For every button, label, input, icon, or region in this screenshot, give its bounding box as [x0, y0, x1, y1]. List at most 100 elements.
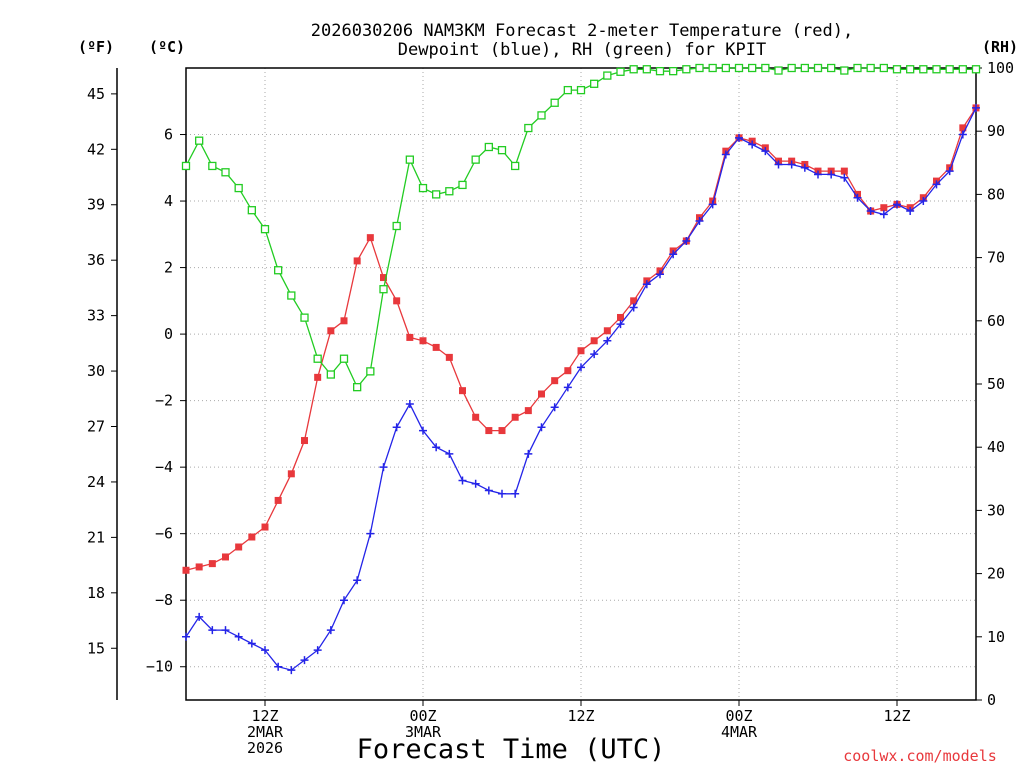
- temperature-point: [577, 347, 585, 355]
- temperature-point: [235, 543, 243, 551]
- temperature-point: [274, 496, 282, 504]
- rh-point: [695, 63, 704, 73]
- temperature-point: [880, 204, 888, 212]
- rh-point: [945, 65, 954, 74]
- dewpoint-point: [274, 662, 283, 671]
- rh-tick-label: 60: [987, 312, 1005, 330]
- rh-point: [405, 155, 414, 164]
- temperature-point: [498, 427, 506, 435]
- dewpoint-point: [893, 200, 901, 209]
- rh-point: [432, 190, 441, 199]
- celsius-tick-label: −2: [155, 392, 173, 410]
- rh-point: [418, 183, 428, 193]
- dewpoint-point: [379, 463, 388, 472]
- rh-point: [603, 71, 612, 80]
- rh-tick-label: 70: [987, 249, 1005, 267]
- rh-point: [840, 66, 849, 75]
- dewpoint-point: [445, 449, 454, 458]
- dewpoint-point: [814, 170, 822, 179]
- temperature-point: [208, 560, 216, 568]
- rh-point: [563, 85, 572, 95]
- temperature-point: [617, 313, 624, 321]
- rh-tick-label: 90: [987, 122, 1005, 140]
- dewpoint-point: [195, 612, 204, 621]
- fahrenheit-tick-label: 39: [87, 196, 105, 214]
- rh-point: [892, 65, 902, 74]
- x-axis-title: Forecast Time (UTC): [357, 734, 666, 765]
- rh-point: [787, 63, 796, 73]
- x-tick-label: 00Z: [725, 707, 752, 725]
- dewpoint-point: [853, 193, 862, 202]
- temperature-point: [353, 257, 361, 265]
- fahrenheit-unit-label: (ºF): [78, 38, 114, 56]
- rh-point: [181, 161, 191, 171]
- fahrenheit-tick-label: 27: [87, 418, 105, 436]
- dewpoint-point: [353, 576, 362, 585]
- x-tick-label: 12Z: [251, 707, 278, 725]
- dewpoint-point: [972, 103, 980, 112]
- temperature-point: [551, 377, 559, 385]
- dewpoint-point: [221, 626, 230, 635]
- rh-point: [484, 142, 493, 152]
- dewpoint-point: [577, 363, 585, 372]
- chart-title-line-1: 2026030206 NAM3KM Forecast 2-meter Tempe…: [311, 21, 853, 41]
- dewpoint-point: [208, 626, 217, 635]
- dewpoint-point: [300, 656, 309, 665]
- rh-tick-label: 0: [987, 691, 996, 709]
- dewpoint-point: [182, 632, 190, 641]
- dewpoint-point: [261, 646, 269, 655]
- rh-point: [313, 354, 322, 363]
- rh-tick-label: 10: [987, 628, 1005, 646]
- x-tick-label: 12Z: [883, 707, 910, 725]
- rh-point: [866, 63, 875, 73]
- fahrenheit-tick-label: 15: [87, 639, 105, 657]
- rh-point: [458, 180, 467, 190]
- rh-point: [708, 63, 717, 73]
- rh-point: [511, 161, 520, 171]
- dewpoint-point: [642, 280, 651, 289]
- rh-point: [879, 63, 888, 73]
- temperature-point: [287, 470, 295, 478]
- temperature-point: [301, 437, 308, 445]
- chart-title-line-2: Dewpoint (blue), RH (green) for KPIT: [398, 40, 766, 60]
- dewpoint-point: [669, 250, 678, 259]
- rh-point: [813, 63, 823, 73]
- rh-tick-label: 20: [987, 565, 1005, 583]
- dewpoint-point: [906, 207, 915, 216]
- rh-point: [919, 65, 928, 74]
- temperature-point: [340, 317, 348, 325]
- rh-point: [629, 65, 638, 74]
- temperature-point: [432, 343, 440, 351]
- rh-point: [392, 221, 401, 231]
- rh-point: [853, 63, 862, 73]
- temperature-point: [248, 533, 256, 541]
- dewpoint-point: [919, 197, 928, 206]
- temperature-point: [261, 523, 269, 531]
- temperature-point: [406, 333, 414, 341]
- dewpoint-point: [419, 426, 427, 435]
- rh-point: [576, 85, 586, 95]
- celsius-tick-label: −8: [155, 591, 173, 609]
- rh-point: [537, 111, 546, 120]
- dewpoint-point: [787, 160, 796, 169]
- dewpoint-point: [603, 336, 612, 345]
- fahrenheit-tick-label: 18: [87, 584, 105, 602]
- dewpoint-point: [366, 529, 375, 538]
- gridlines: [186, 68, 976, 700]
- rh-point: [721, 63, 730, 73]
- dewpoint-point: [511, 489, 520, 498]
- rh-point: [339, 354, 349, 363]
- rh-point: [642, 65, 651, 74]
- temperature-point: [366, 234, 374, 242]
- dewpoint-point: [735, 133, 743, 142]
- rh-point: [260, 225, 270, 234]
- dewpoint-point: [326, 626, 335, 635]
- temperature-point: [459, 387, 466, 395]
- dewpoint-point: [774, 160, 783, 169]
- temperature-point: [485, 427, 493, 435]
- temperature-point: [182, 566, 190, 574]
- temperature-point: [590, 337, 598, 345]
- credit-link[interactable]: coolwx.com/models: [843, 747, 997, 765]
- dewpoint-point: [629, 303, 638, 312]
